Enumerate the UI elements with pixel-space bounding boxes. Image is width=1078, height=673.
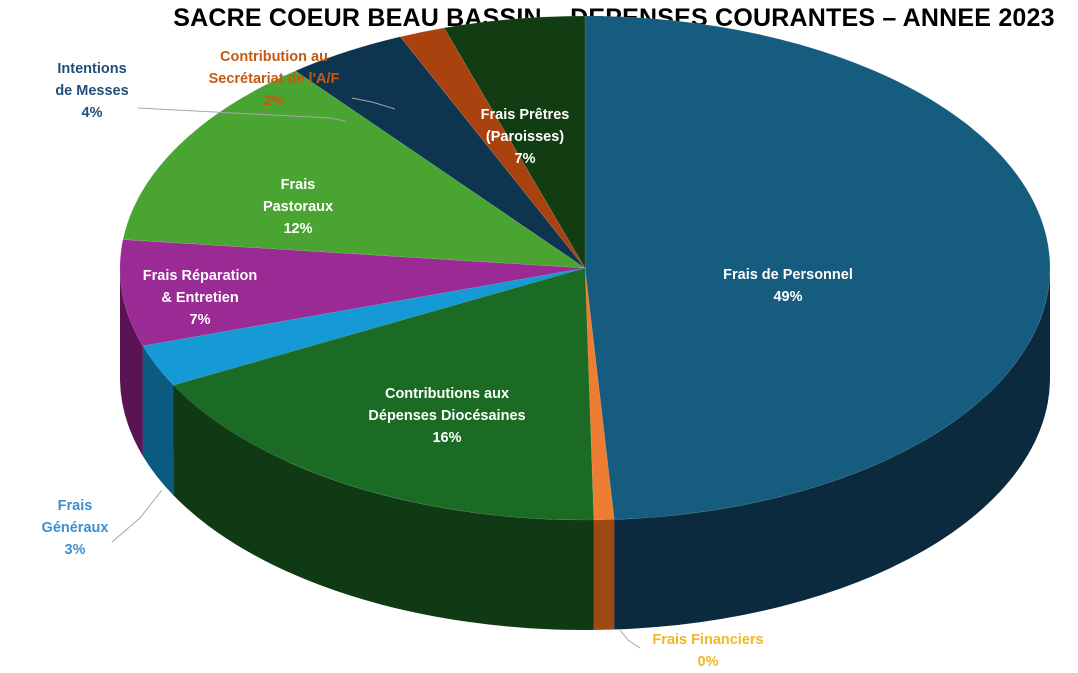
pie-slice-contributions-aux-depenses-diocesaines	[172, 267, 595, 521]
pie-side-frais-generaux	[142, 345, 174, 496]
pie-slice-contribution-au-secretariat-de-l-a-f	[399, 27, 586, 269]
label-contributions-aux-depenses-diocesaines: Contributions aux Dépenses Diocésaines 16%	[368, 386, 525, 446]
label-frais-reparation-entretien: Frais Réparation & Entretien 7%	[143, 268, 257, 328]
pie-side-contributions-aux-depenses-diocesaines	[173, 385, 594, 630]
pie-slice-frais-pastoraux	[122, 70, 587, 269]
pie-slice-frais-generaux	[142, 267, 586, 386]
label-intentions-de-messes: Intentions de Messes 4%	[55, 61, 128, 121]
pie-slice-intentions-de-messes	[294, 36, 586, 269]
pie-tops	[119, 15, 1051, 521]
label-contribution-au-secretariat-de-l-a-f: Contribution au Secrétariat de l'A/F 2%	[209, 49, 340, 109]
label-frais-de-personnel: Frais de Personnel 49%	[723, 267, 853, 305]
leader-lines	[111, 97, 641, 649]
pie-slice-frais-de-personnel	[584, 15, 1051, 520]
label-frais-pretres-paroisses: Frais Prêtres (Paroisses) 7%	[481, 107, 570, 167]
label-frais-generaux: Frais Généraux 3%	[42, 498, 109, 558]
pie-side-frais-financiers	[593, 519, 615, 630]
label-frais-pastoraux: Frais Pastoraux 12%	[263, 177, 333, 237]
pie-slice-frais-pretres-paroisses	[443, 15, 586, 270]
leader-line-frais-financiers	[619, 629, 641, 649]
label-frais-financiers: Frais Financiers 0%	[652, 632, 763, 670]
leader-line-contribution-au-secretariat-de-l-a-f	[351, 97, 396, 110]
pie-side-frais-de-personnel	[614, 268, 1050, 630]
slice-labels: Frais de Personnel 49% Frais Financiers 0% C…	[42, 49, 853, 670]
leader-line-intentions-de-messes	[137, 107, 346, 122]
pie-side-frais-reparation-entretien	[120, 268, 143, 456]
pie-slice-frais-financiers	[584, 267, 615, 521]
pie-slice-frais-reparation-entretien	[119, 239, 586, 347]
leader-line-frais-generaux	[111, 489, 163, 543]
